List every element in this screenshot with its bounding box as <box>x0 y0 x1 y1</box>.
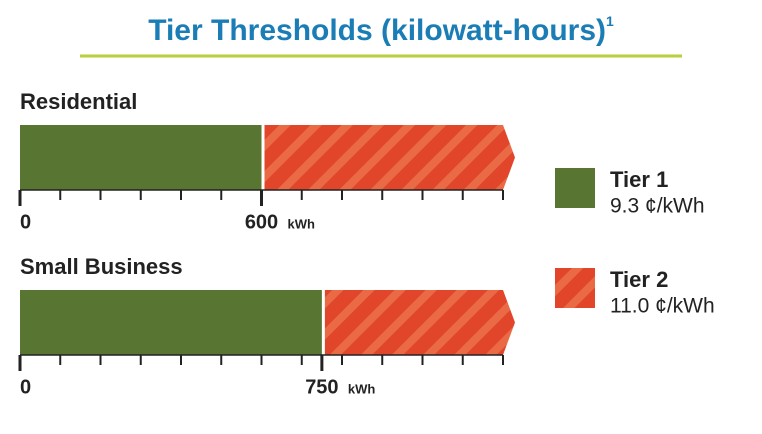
panel-label: Small Business <box>20 254 183 279</box>
x-unit: kWh <box>288 216 316 231</box>
tier1-bar <box>20 290 322 355</box>
x-tick-label: 0 <box>20 211 31 233</box>
x-tick-label: 600 <box>245 211 278 233</box>
x-tick-label: 750 <box>305 376 338 398</box>
title-note: 1 <box>606 13 614 29</box>
tier2-bar <box>264 125 515 190</box>
tier2-bar <box>324 290 515 355</box>
legend-name: Tier 2 <box>610 267 668 292</box>
legend-swatch <box>555 168 595 208</box>
x-unit: kWh <box>348 381 376 396</box>
chart-title: Tier Thresholds (kilowatt-hours)1 <box>148 13 614 47</box>
x-tick-label: 0 <box>20 376 31 398</box>
tier1-bar <box>20 125 262 190</box>
legend-swatch <box>555 268 595 308</box>
legend-name: Tier 1 <box>610 167 668 192</box>
panel-label: Residential <box>20 89 137 114</box>
title-text: Tier Thresholds (kilowatt-hours) <box>148 14 606 47</box>
legend-rate: 11.0 ¢/kWh <box>610 295 715 318</box>
legend-rate: 9.3 ¢/kWh <box>610 195 705 218</box>
